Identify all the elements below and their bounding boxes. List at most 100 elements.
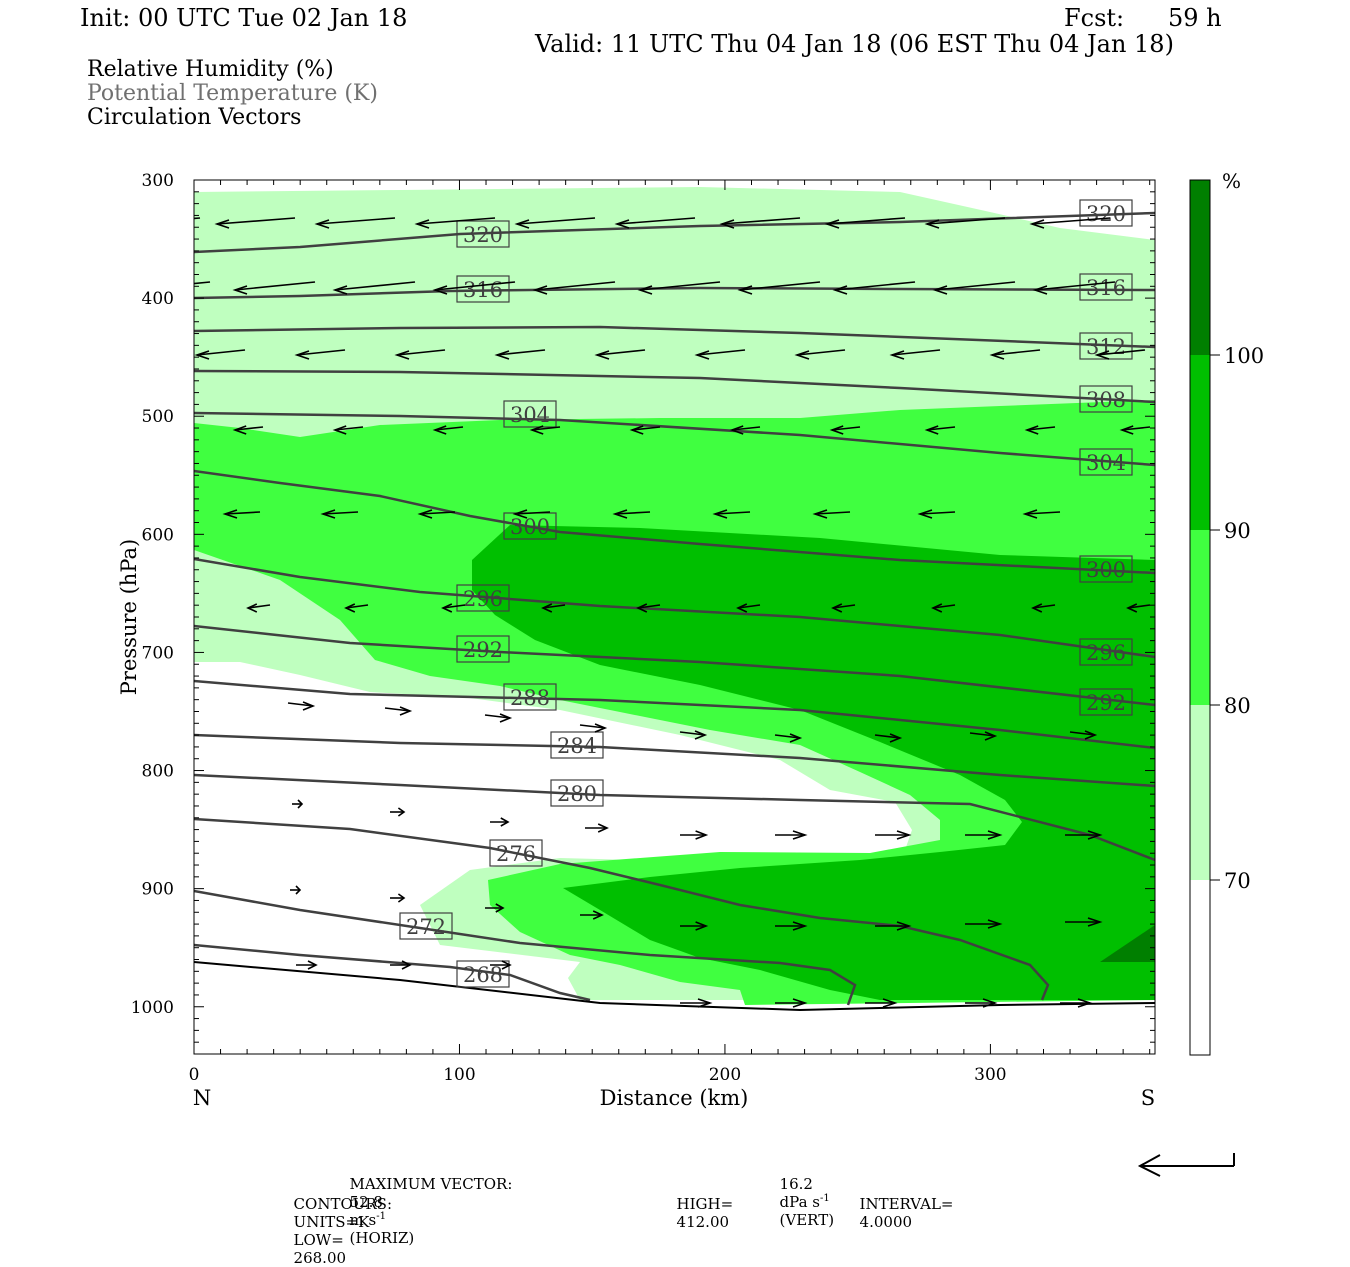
- contour-label: 308: [1086, 388, 1126, 412]
- colorbar-70-80: [1190, 705, 1210, 880]
- theta-contour-292: [194, 624, 1155, 707]
- colorbar-90-100: [1190, 355, 1210, 530]
- contours-interval-value: 4.0000: [859, 1213, 913, 1231]
- circulation-vector: [516, 217, 596, 225]
- contour-label: 272: [406, 915, 446, 939]
- circulation-vector: [484, 714, 511, 719]
- contour-label-box: [503, 683, 557, 711]
- circulation-vector-head: [889, 733, 903, 743]
- contours-high-label: HIGH=: [676, 1195, 734, 1213]
- y-tick-label: 500: [142, 407, 174, 427]
- circulation-vector-head: [889, 350, 905, 360]
- circulation-vector: [926, 217, 1006, 225]
- circulation-vector-head: [1032, 285, 1048, 295]
- y-tick-label: 800: [142, 762, 174, 782]
- circulation-vector-head: [499, 713, 513, 723]
- circulation-vector-head: [232, 285, 248, 295]
- init-time: Init: 00 UTC Tue 02 Jan 18: [80, 4, 408, 32]
- contour-label: 288: [510, 686, 550, 710]
- circulation-vector-head: [332, 425, 347, 435]
- circulation-vector: [1096, 349, 1146, 356]
- circulation-vector-head: [594, 350, 610, 360]
- circulation-vector-head: [694, 350, 710, 360]
- circulation-vector-head: [612, 509, 628, 519]
- circulation-vector: [639, 281, 721, 291]
- colorbar-label-70: 70: [1224, 869, 1251, 893]
- circulation-vector-head: [332, 285, 348, 295]
- circulation-vector-head: [1029, 219, 1045, 229]
- rh-100-plus-region: [1100, 925, 1155, 962]
- circulation-vector-head: [932, 285, 948, 295]
- north-end-label: N: [193, 1086, 211, 1110]
- circulation-vector: [234, 281, 316, 291]
- contour-label: 304: [510, 403, 550, 427]
- x-tick-label: 100: [443, 1065, 475, 1085]
- colorbar-80-90: [1190, 530, 1210, 705]
- circulation-vector-head: [636, 603, 648, 613]
- contour-label-box: [550, 779, 604, 807]
- max-vector-vert-unit: dPa s: [779, 1193, 820, 1211]
- theta-contour-268: [194, 943, 591, 1002]
- field-theta-label: Potential Temperature (K): [87, 81, 378, 106]
- contour-label-box: [1079, 638, 1133, 666]
- circulation-vector-head: [737, 285, 753, 295]
- circulation-vector-head: [232, 425, 247, 435]
- contours-units: UNITS=K: [293, 1213, 370, 1231]
- circulation-vector-head: [297, 799, 304, 809]
- circulation-vector-head: [1126, 603, 1138, 613]
- contour-label: 280: [557, 782, 597, 806]
- contour-label: 292: [1086, 691, 1126, 715]
- contour-label: 292: [463, 638, 503, 662]
- colorbar-label-100: 100: [1224, 344, 1264, 368]
- circulation-vector: [345, 604, 369, 609]
- theta-contour-300: [194, 469, 1155, 575]
- circulation-vector-head: [794, 350, 810, 360]
- circulation-vector-head: [697, 998, 713, 1008]
- circulation-vector-head: [320, 509, 336, 519]
- contour-label: 320: [1086, 202, 1126, 226]
- theta-contour-288: [194, 679, 1155, 750]
- contour-label: 276: [496, 842, 536, 866]
- y-tick-labels: 300 400 500 600 700 800 900 1000: [131, 171, 174, 1018]
- circulation-vector-head: [1119, 425, 1134, 435]
- field-rh-label: Relative Humidity (%): [87, 57, 334, 82]
- circulation-vector-head: [295, 885, 302, 895]
- theta-contour-272: [194, 889, 857, 1006]
- circulation-vector-head: [441, 603, 453, 613]
- circulation-vector: [926, 426, 956, 431]
- circulation-vector: [934, 281, 1016, 291]
- circulation-vector: [534, 281, 616, 291]
- contours-label: CONTOURS:: [293, 1195, 393, 1213]
- y-tick-label: 400: [142, 289, 174, 309]
- circulation-vector: [1121, 426, 1151, 431]
- circulation-vector: [919, 511, 956, 515]
- circulation-vector-head: [344, 603, 356, 613]
- circulation-vector-head: [917, 509, 933, 519]
- circulation-vector-head: [302, 701, 316, 711]
- circulation-vector: [434, 281, 516, 291]
- circulation-vector: [287, 702, 314, 707]
- circulation-vector: [1032, 604, 1056, 609]
- rh-fill-layer: [194, 187, 1155, 1005]
- max-vector-label: MAXIMUM VECTOR:: [349, 1175, 513, 1193]
- contour-label-box: [456, 275, 510, 303]
- circulation-vector: [296, 349, 346, 356]
- contour-label: 316: [463, 278, 503, 302]
- contour-label-box: [456, 584, 510, 612]
- circulation-vector-head: [792, 921, 808, 931]
- circulation-vector-head: [594, 723, 608, 733]
- circulation-vector-head: [812, 509, 828, 519]
- contour-label-box: [489, 839, 543, 867]
- circulation-vector-head: [629, 425, 644, 435]
- circulation-vector: [579, 724, 606, 729]
- circulation-vector-head: [500, 817, 510, 827]
- circulation-vector: [874, 734, 901, 739]
- circulation-vector: [796, 349, 846, 356]
- contour-label-box: [1079, 688, 1133, 716]
- contours-low-label: LOW=: [293, 1231, 344, 1249]
- circulation-vector-head: [736, 603, 748, 613]
- circulation-vector: [969, 732, 996, 737]
- circulation-vector-head: [1031, 603, 1043, 613]
- contour-label-box: [550, 731, 604, 759]
- contour-label-box: [1079, 199, 1133, 227]
